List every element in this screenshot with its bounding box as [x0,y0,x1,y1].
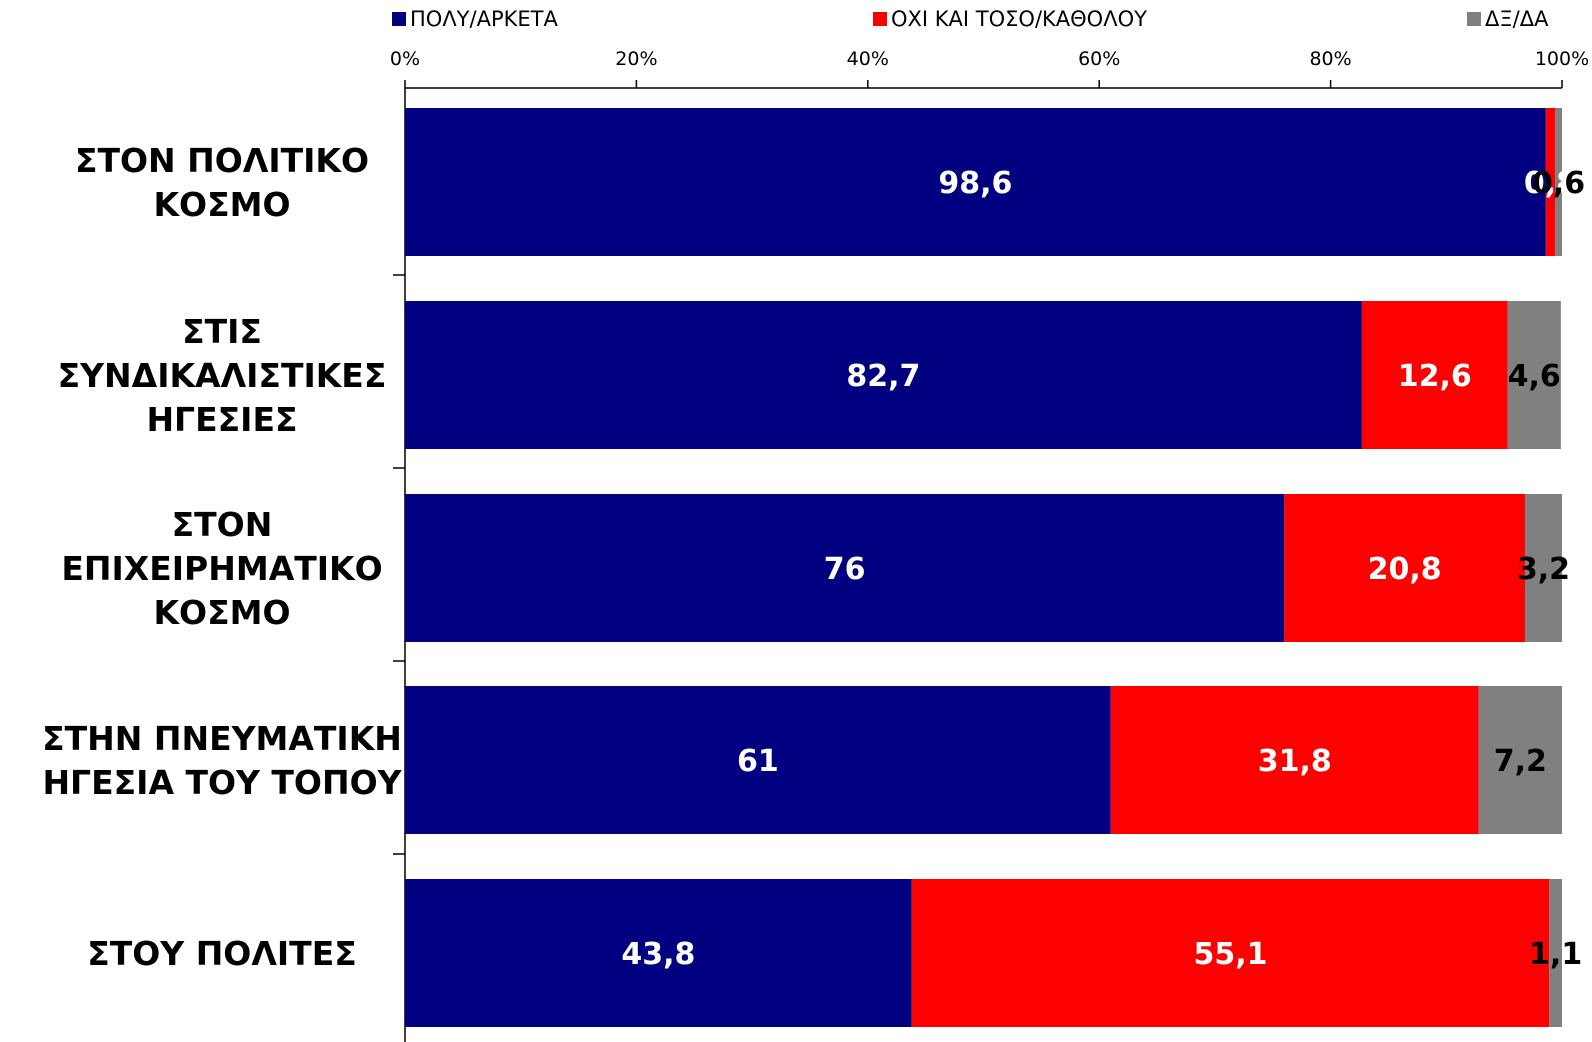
category-label-2-line-2: ΣΥΝΔΙΚΑΛΙΣΤΙΚΕΣ [58,356,387,395]
data-label-3-2: 20,8 [1368,552,1442,587]
data-label-4-2: 31,8 [1258,744,1332,779]
data-label-1-3: 0,6 [1532,166,1585,201]
x-tick-label-4: 60% [1078,48,1120,70]
category-label-1-line-2: ΚΟΣΜΟ [153,185,290,224]
legend-label-3: ΔΞ/ΔΑ [1485,7,1549,31]
legend-swatch-1 [392,12,406,26]
legend-swatch-2 [873,12,887,26]
x-tick-label-3: 40% [847,48,889,70]
legend-swatch-3 [1467,12,1481,26]
data-label-5-1: 43,8 [621,937,695,972]
category-label-3-line-2: ΕΠΙΧΕΙΡΗΜΑΤΙΚΟ [61,549,382,588]
data-label-5-3: 1,1 [1529,937,1582,972]
category-label-4-line-1: ΣΤΗΝ ΠΝΕΥΜΑΤΙΚΗ [42,719,402,758]
category-label-5-line-1: ΣΤΟΥ ΠΟΛΙΤΕΣ [87,934,357,973]
category-label-3-line-1: ΣΤΟΝ [172,505,273,544]
data-label-4-3: 7,2 [1494,744,1547,779]
x-axis: 0% 20% 40% 60% 80% 100% [390,48,1589,89]
data-label-1-1: 98,6 [938,166,1012,201]
category-label-3-line-3: ΚΟΣΜΟ [153,593,290,632]
x-tick-label-1: 0% [390,48,420,70]
data-label-2-1: 82,7 [846,359,920,394]
data-label-5-2: 55,1 [1194,937,1268,972]
data-label-3-3: 3,2 [1517,552,1570,587]
legend-label-1: ΠΟΛΥ/ΑΡΚΕΤΑ [410,7,558,31]
bar-5-1 [405,879,912,1027]
category-label-2-line-3: ΗΓΕΣΙΕΣ [146,400,297,439]
bar-3-2 [1284,494,1525,642]
bar-2-3 [1507,301,1561,449]
bars: 98,6 0,80,6 82,7 12,6 4,6 76 20,8 3,2 61 31,8 7,2 4… [405,108,1585,1027]
y-axis [393,88,406,1042]
bar-1-1 [405,108,1546,256]
bar-3-1 [405,494,1285,642]
category-label-4-line-2: ΗΓΕΣΙΑ ΤΟΥ ΤΟΠΟΥ [42,763,402,802]
category-labels: ΣΤΟΝ ΠΟΛΙΤΙΚΟ ΚΟΣΜΟ ΣΤΙΣ ΣΥΝΔΙΚΑΛΙΣΤΙΚΕΣ ΗΓΕ… [42,141,403,973]
bar-2-2 [1361,301,1508,449]
bar-5-3 [1549,879,1562,1027]
bar-4-3 [1478,686,1562,834]
bar-5-2 [911,879,1550,1027]
bar-4-2 [1110,686,1479,834]
data-label-2-2: 12,6 [1398,359,1472,394]
legend: ΠΟΛΥ/ΑΡΚΕΤΑ ΟΧΙ ΚΑΙ ΤΟΣΟ/ΚΑΘΟΛΟΥ ΔΞ/ΔΑ [392,7,1549,31]
data-label-2-3: 4,6 [1508,359,1561,394]
x-tick-label-6: 100% [1535,48,1589,70]
bar-3-3 [1524,494,1562,642]
bar-2-1 [405,301,1362,449]
data-label-1-2: 0,8 [1524,166,1577,201]
x-tick-label-5: 80% [1309,48,1351,70]
bar-1-3 [1555,108,1562,256]
x-tick-label-2: 20% [615,48,657,70]
category-label-2-line-1: ΣΤΙΣ [182,312,262,351]
data-label-3-1: 76 [824,552,866,587]
data-label-4-1: 61 [737,744,779,779]
bar-4-1 [405,686,1111,834]
category-label-1-line-1: ΣΤΟΝ ΠΟΛΙΤΙΚΟ [75,141,369,180]
bar-1-2 [1545,108,1556,256]
legend-label-2: ΟΧΙ ΚΑΙ ΤΟΣΟ/ΚΑΘΟΛΟΥ [891,7,1147,31]
